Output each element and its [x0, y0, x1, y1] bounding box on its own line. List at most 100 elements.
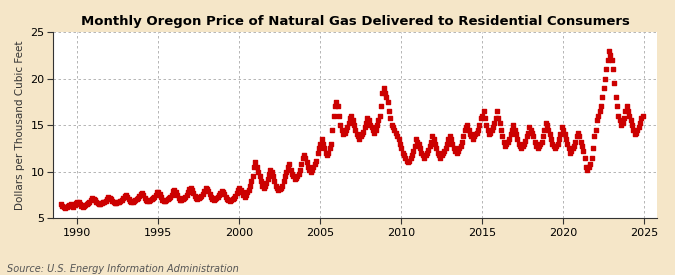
Point: [436, 153, 447, 157]
Point: [110, 201, 121, 206]
Point: [244, 183, 255, 188]
Point: [583, 165, 594, 169]
Point: [498, 140, 509, 144]
Point: [313, 146, 324, 151]
Point: [335, 123, 346, 127]
Point: [86, 197, 97, 202]
Point: [448, 146, 459, 151]
Point: [143, 198, 154, 203]
Point: [216, 189, 227, 193]
Point: [169, 188, 180, 192]
Point: [431, 146, 441, 151]
Point: [481, 123, 491, 127]
Point: [258, 185, 269, 190]
Point: [59, 205, 70, 209]
Point: [514, 143, 525, 148]
Point: [91, 199, 102, 204]
Point: [564, 151, 575, 155]
Point: [358, 130, 369, 134]
Point: [576, 143, 587, 148]
Point: [153, 190, 163, 194]
Point: [151, 190, 162, 194]
Point: [289, 177, 300, 181]
Point: [63, 204, 74, 208]
Point: [340, 128, 351, 132]
Point: [599, 76, 610, 81]
Point: [454, 146, 464, 151]
Point: [80, 203, 91, 207]
Point: [98, 200, 109, 205]
Point: [373, 118, 383, 123]
Point: [161, 197, 171, 202]
Point: [148, 195, 159, 199]
Point: [225, 197, 236, 202]
Point: [294, 168, 305, 172]
Point: [510, 132, 521, 137]
Point: [616, 123, 626, 127]
Point: [500, 143, 510, 148]
Point: [356, 132, 367, 137]
Point: [636, 116, 647, 120]
Point: [234, 186, 244, 191]
Point: [458, 134, 468, 139]
Point: [293, 171, 304, 176]
Point: [247, 174, 258, 178]
Point: [394, 142, 405, 146]
Point: [331, 100, 342, 104]
Point: [266, 169, 277, 174]
Point: [571, 134, 582, 139]
Point: [181, 193, 192, 197]
Point: [232, 188, 243, 192]
Point: [528, 134, 539, 139]
Point: [618, 116, 629, 120]
Point: [609, 81, 620, 85]
Point: [536, 140, 547, 144]
Point: [239, 195, 250, 199]
Point: [363, 118, 374, 123]
Point: [351, 132, 362, 137]
Point: [633, 125, 644, 129]
Point: [409, 143, 420, 148]
Point: [310, 158, 321, 163]
Point: [343, 121, 354, 125]
Point: [427, 134, 437, 139]
Point: [593, 114, 603, 118]
Point: [304, 168, 315, 172]
Point: [521, 134, 532, 139]
Point: [393, 137, 404, 141]
Point: [575, 140, 586, 144]
Point: [327, 128, 338, 132]
Point: [240, 193, 251, 197]
Point: [162, 197, 173, 201]
Point: [509, 128, 520, 132]
Point: [441, 142, 452, 146]
Point: [352, 134, 363, 139]
Point: [332, 104, 343, 109]
Point: [567, 146, 578, 151]
Point: [414, 146, 425, 151]
Point: [173, 196, 184, 200]
Point: [620, 109, 630, 113]
Point: [228, 196, 239, 200]
Point: [274, 187, 285, 192]
Point: [176, 197, 186, 202]
Point: [369, 130, 379, 135]
Point: [342, 125, 352, 129]
Point: [56, 202, 67, 207]
Point: [297, 156, 308, 160]
Point: [524, 125, 535, 129]
Point: [621, 104, 632, 109]
Point: [208, 197, 219, 202]
Point: [324, 146, 335, 151]
Point: [497, 134, 508, 139]
Point: [90, 197, 101, 202]
Point: [354, 137, 364, 141]
Point: [347, 118, 358, 123]
Point: [482, 128, 493, 132]
Point: [560, 137, 571, 141]
Point: [572, 130, 583, 135]
Point: [591, 118, 602, 123]
Point: [554, 137, 564, 141]
Point: [121, 193, 132, 197]
Point: [404, 158, 414, 163]
